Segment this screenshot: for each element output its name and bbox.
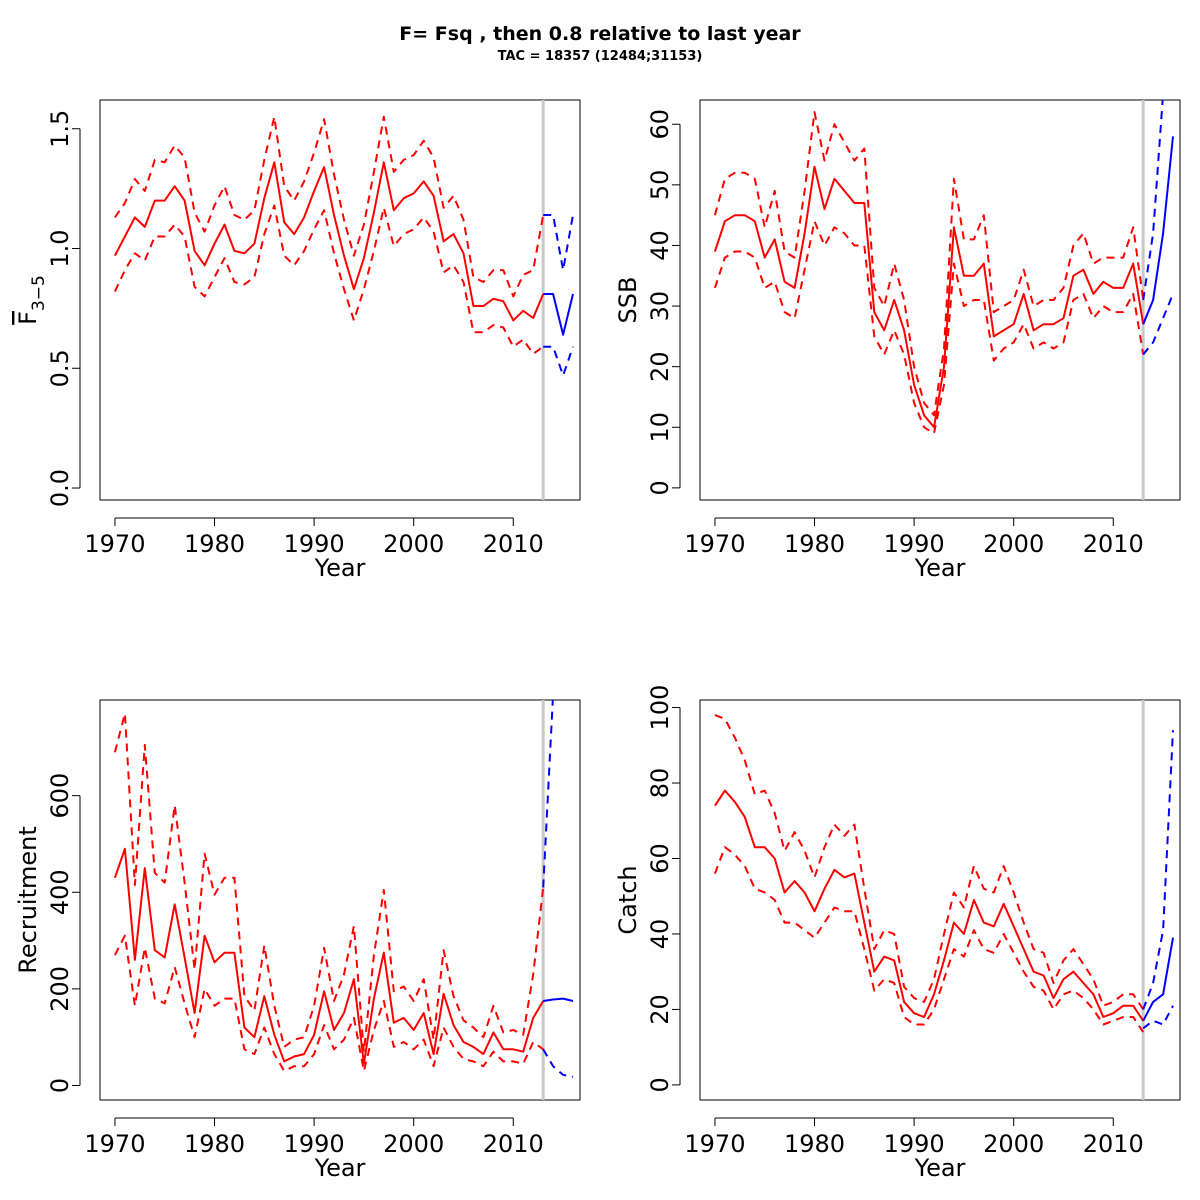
- forecast-lower-ci-line: [1142, 293, 1174, 356]
- figure-title: F= Fsq , then 0.8 relative to last year: [399, 23, 801, 45]
- x-axis-label: Year: [914, 1154, 966, 1182]
- y-tick-label: 200: [46, 966, 74, 1012]
- y-axis-label: Catch: [614, 865, 642, 934]
- panel-catch: 1970 1980 1990 2000 2010 Year 0 20 40 60 80 100 Catc…: [614, 685, 1181, 1182]
- y-tick-label: 20: [646, 994, 674, 1025]
- y-tick-label: 50: [646, 170, 674, 201]
- y-tick-label: 0: [646, 1077, 674, 1092]
- x-tick-label: 2000: [983, 530, 1044, 558]
- plot-frame: [699, 699, 1181, 1101]
- y-tick-label: 0: [46, 1078, 74, 1093]
- x-tick-label: 1990: [284, 1130, 345, 1158]
- history-lower-ci-line: [713, 220, 1145, 435]
- x-tick-label: 2010: [1083, 1130, 1144, 1158]
- y-tick-label: 0.5: [46, 349, 74, 387]
- y-tick-label: 100: [646, 685, 674, 731]
- history-upper-ci-line: [713, 111, 1145, 417]
- history-median-line: [713, 165, 1145, 429]
- y-tick-label: 60: [646, 843, 674, 874]
- x-tick-label: 1980: [184, 530, 245, 558]
- history-median-line: [714, 789, 1145, 1022]
- x-tick-label: 2010: [1083, 530, 1144, 558]
- history-lower-ci-line: [713, 846, 1145, 1033]
- x-tick-label: 1970: [84, 530, 145, 558]
- x-tick-label: 1990: [884, 1130, 945, 1158]
- y-tick-label: 600: [46, 773, 74, 819]
- y-tick-label: 1.5: [46, 110, 74, 148]
- forecast-median-line: [1142, 136, 1174, 325]
- x-tick-label: 1970: [684, 1130, 745, 1158]
- y-tick-label: 0.0: [46, 469, 74, 507]
- y-tick-label: 80: [646, 768, 674, 799]
- y-tick-label: 30: [646, 291, 674, 322]
- y-tick-label: 60: [646, 109, 674, 140]
- panel-recruitment: 1970 1980 1990 2000 2010 Year 0 200 400 600Recrui…: [14, 699, 581, 1182]
- x-tick-label: 1980: [784, 530, 845, 558]
- y-axis-label: SSB: [614, 277, 642, 324]
- plot-frame: [99, 99, 581, 501]
- forecast-upper-ci-line: [1142, 100, 1164, 301]
- x-axis-label: Year: [914, 554, 966, 582]
- x-tick-label: 1970: [84, 1130, 145, 1158]
- history-lower-ci-line: [114, 934, 544, 1072]
- history-upper-ci-line: [113, 712, 545, 1053]
- x-tick-label: 1990: [284, 530, 345, 558]
- figure-subtitle: TAC = 18357 (12484;31153): [498, 49, 703, 64]
- y-tick-label: 400: [46, 869, 74, 915]
- forecast-median-line: [543, 997, 574, 1002]
- history-upper-ci-line: [114, 115, 545, 298]
- x-tick-label: 2000: [383, 1130, 444, 1158]
- x-axis-label: Year: [314, 554, 366, 582]
- y-axis-label: F3−5: [14, 275, 49, 325]
- panel-f: 1970 1980 1990 2000 2010 Year 0.0 0.5 1.0 1.5 F3−5: [14, 99, 581, 582]
- history-median-line: [114, 161, 545, 322]
- history-lower-ci-line: [113, 204, 544, 355]
- history-upper-ci-line: [714, 714, 1145, 1010]
- x-tick-label: 2000: [983, 1130, 1044, 1158]
- y-axis-label: Recruitment: [14, 826, 42, 973]
- y-tick-label: 40: [646, 919, 674, 950]
- x-tick-label: 1980: [784, 1130, 845, 1158]
- y-tick-label: 0: [646, 480, 674, 495]
- plot-frame: [99, 699, 581, 1101]
- y-tick-label: 1.0: [46, 229, 74, 267]
- y-tick-label: 40: [646, 230, 674, 261]
- forecast-upper-ci-line: [1142, 730, 1174, 1010]
- x-axis-label: Year: [314, 1154, 366, 1182]
- forecast-median-line: [1142, 937, 1174, 1022]
- history-median-line: [113, 847, 545, 1065]
- panel-ssb: 1970 1980 1990 2000 2010 Year 0 10 20 30 40 50 60 SSB: [614, 99, 1181, 582]
- y-tick-label: 10: [646, 412, 674, 443]
- forecast-median-line: [543, 293, 574, 336]
- x-tick-label: 1990: [884, 530, 945, 558]
- x-tick-label: 1980: [184, 1130, 245, 1158]
- plot-frame: [699, 99, 1181, 501]
- x-tick-label: 1970: [684, 530, 745, 558]
- forecast-upper-ci-line: [543, 214, 574, 272]
- x-tick-label: 2010: [483, 1130, 544, 1158]
- x-tick-label: 2010: [483, 530, 544, 558]
- forecast-lower-ci-line: [1142, 1005, 1174, 1030]
- y-tick-label: 20: [646, 351, 674, 382]
- x-tick-label: 2000: [383, 530, 444, 558]
- forecast-lower-ci-line: [543, 345, 574, 377]
